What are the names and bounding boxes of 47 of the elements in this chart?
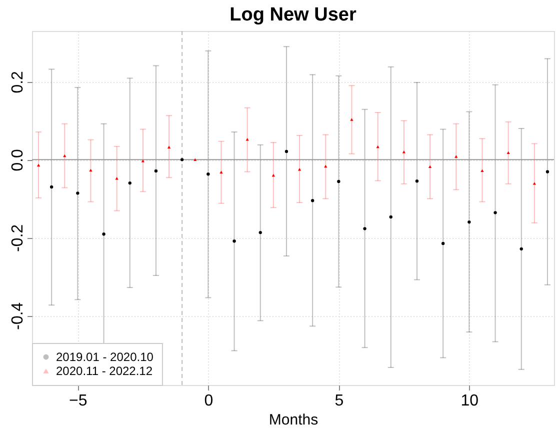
point [310, 199, 314, 202]
point [194, 158, 197, 162]
point [389, 215, 392, 219]
point [63, 154, 66, 158]
y-tick-label: -0.2 [10, 224, 26, 252]
point [441, 242, 445, 246]
point [350, 118, 354, 121]
point [363, 227, 366, 230]
point [76, 192, 80, 195]
chart-title: Log New User [230, 4, 357, 26]
x-tick-label: −5 [69, 392, 88, 410]
y-tick-label: -0.4 [10, 302, 26, 330]
point [167, 146, 171, 149]
point [154, 169, 158, 173]
point [50, 185, 54, 189]
point [232, 240, 236, 243]
point [428, 165, 432, 168]
point [454, 155, 458, 158]
point [206, 172, 210, 176]
x-axis-title: Months [268, 412, 318, 428]
point [506, 151, 510, 154]
point [102, 232, 106, 236]
point [337, 180, 340, 184]
legend-label: 2020.11 - 2022.12 [56, 364, 153, 378]
point [298, 168, 302, 171]
point [520, 247, 523, 251]
y-tick-label: 0.0 [10, 148, 26, 172]
point [480, 169, 484, 172]
point [468, 220, 471, 224]
x-tick-label: 0 [204, 392, 214, 410]
point [246, 138, 249, 141]
point [546, 170, 550, 174]
point [128, 181, 132, 185]
point [220, 170, 223, 174]
point [180, 158, 184, 162]
legend-label: 2019.01 - 2020.10 [56, 350, 154, 364]
point [415, 180, 419, 183]
point [36, 164, 40, 166]
point [258, 230, 262, 234]
point [532, 182, 536, 185]
point [494, 211, 497, 214]
point [89, 168, 92, 172]
x-tick-label: 10 [460, 392, 479, 410]
point [284, 150, 288, 154]
y-tick-label: 0.2 [10, 70, 26, 94]
point [272, 174, 276, 177]
x-tick-label: 5 [334, 392, 344, 410]
